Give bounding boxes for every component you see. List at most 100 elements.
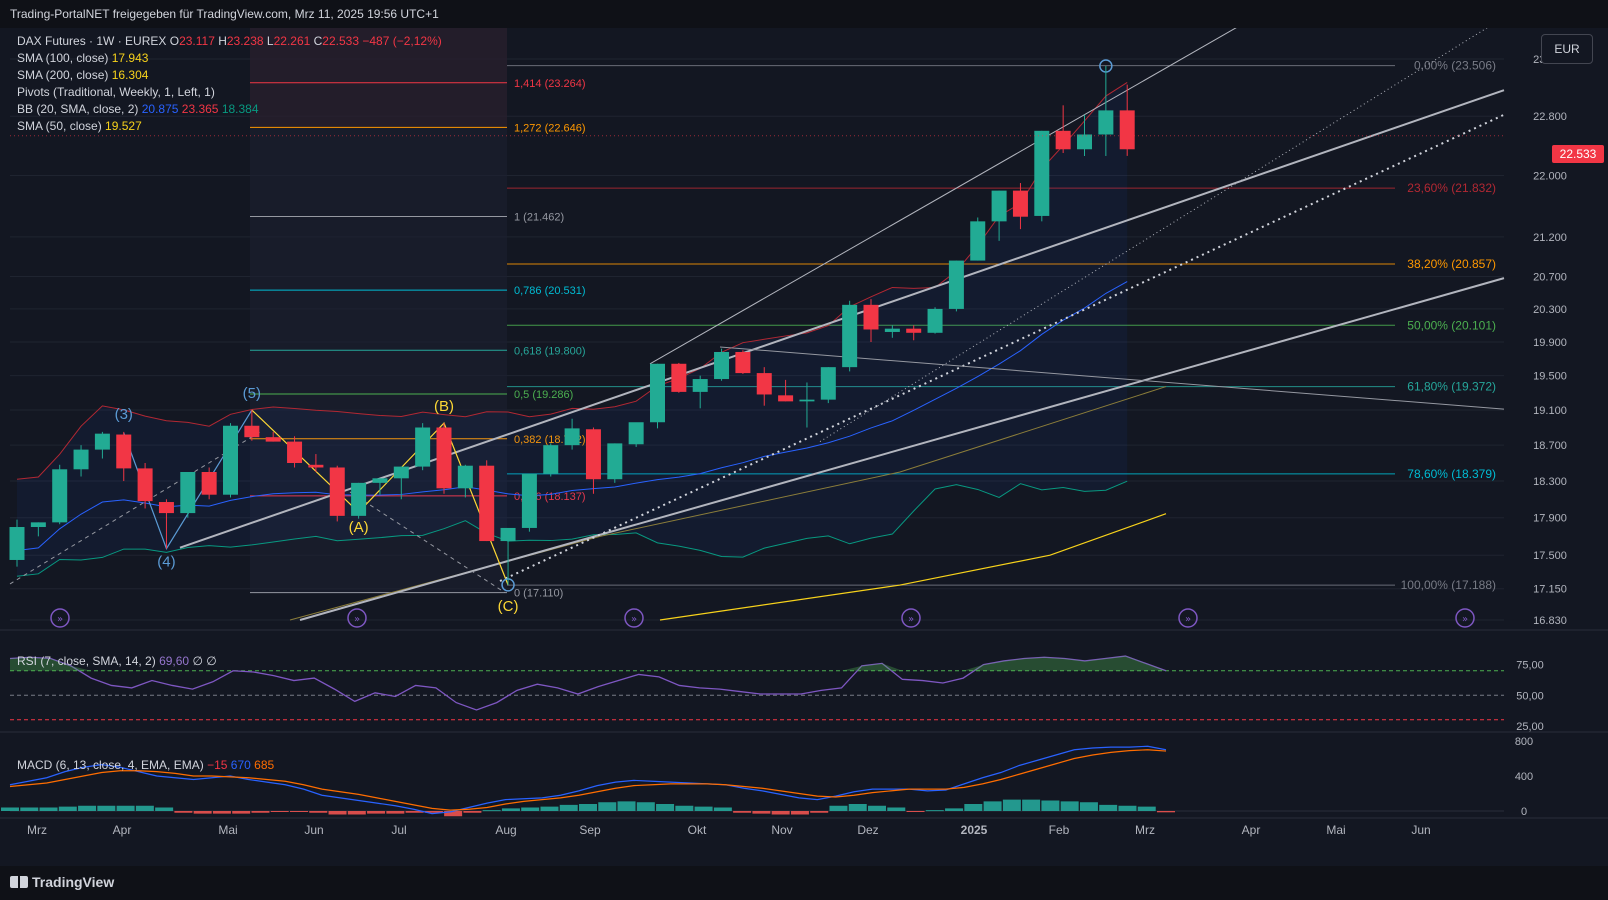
time-axis-label: Sep	[579, 823, 601, 837]
price-axis-label: 20.700	[1533, 272, 1567, 284]
price-axis-label: 17.900	[1533, 513, 1567, 525]
macd-histogram-bar	[598, 802, 617, 811]
macd-histogram-bar	[463, 811, 482, 813]
share-header: Trading-PortalNET freigegeben für Tradin…	[0, 0, 1608, 28]
event-marker-glyph: »	[57, 614, 63, 625]
price-axis-label: 17.500	[1533, 550, 1567, 562]
candle-body	[970, 221, 986, 261]
candle-body	[778, 395, 794, 402]
macd-line	[9, 745, 1167, 815]
event-marker-icon	[1178, 608, 1198, 628]
price-axis-label: 17.150	[1533, 584, 1567, 596]
candle-body	[906, 328, 922, 333]
time-axis-label: Okt	[688, 823, 707, 837]
candle-body	[180, 471, 196, 514]
tradingview-logo[interactable]: TradingView	[10, 874, 114, 890]
event-marker-glyph: »	[1185, 614, 1191, 625]
bb-lower-value: 18.384	[221, 102, 259, 116]
trendline-lower	[299, 277, 1505, 621]
macd-histogram-bar	[521, 807, 540, 811]
candle-body	[585, 429, 601, 480]
ohlc-value-h: 23.238	[226, 34, 264, 48]
rsi-axis-label: 25,00	[1516, 721, 1544, 733]
ohlc-key-c: C	[310, 34, 323, 48]
candle-body	[52, 469, 68, 523]
fib-retracement-label: 78,60% (18.379)	[1407, 467, 1496, 481]
sma50-label: SMA (50, close)	[17, 119, 102, 133]
candle-body	[351, 482, 367, 516]
sma50-row[interactable]: SMA (50, close) 19.527	[17, 118, 442, 135]
chart-canvas[interactable]: 1,618 (24.152)1,414 (23.264)1,272 (22.64…	[0, 28, 1608, 866]
macd-histogram-bar	[964, 804, 983, 811]
sma100-value: 17.943	[111, 51, 149, 65]
bb-row[interactable]: BB (20, SMA, close, 2) 20.875 23.365 18.…	[17, 101, 442, 118]
macd-histogram-bar	[405, 811, 424, 813]
event-marker-glyph: »	[631, 614, 637, 625]
time-axis-label: Jun	[304, 823, 323, 837]
macd-legend[interactable]: MACD (6, 13, close, 4, EMA, EMA) −15 670…	[17, 758, 274, 772]
candle-body	[607, 443, 623, 480]
ohlc-value-o: 23.117	[179, 34, 215, 48]
event-marker-glyph: »	[1462, 614, 1468, 625]
candle-body	[1055, 130, 1071, 150]
sma200-row[interactable]: SMA (200, close) 16.304	[17, 67, 442, 84]
macd-histogram-bar	[97, 805, 116, 811]
sma100-row[interactable]: SMA (100, close) 17.943	[17, 50, 442, 67]
footer-bar: TradingView	[0, 866, 1608, 900]
price-axis-label: 18.300	[1533, 476, 1567, 488]
macd-axis-label: 0	[1521, 806, 1527, 818]
macd-histogram-bar	[945, 808, 964, 811]
macd-histogram-bar	[733, 811, 752, 813]
macd-histogram-bar	[20, 807, 39, 811]
candle-body	[94, 433, 110, 450]
macd-histogram-bar	[1079, 802, 1098, 811]
macd-histogram-bar	[694, 806, 713, 811]
macd-histogram-bar	[848, 804, 867, 811]
time-axis-label: Mrz	[1135, 823, 1155, 837]
candle-body	[116, 434, 132, 469]
macd-histogram-bar	[868, 805, 886, 811]
rsi-axis-label: 75,00	[1516, 660, 1544, 672]
macd-histogram-bar	[675, 805, 694, 811]
candle-body	[201, 471, 217, 495]
price-axis-label: 18.700	[1533, 440, 1567, 452]
price-axis-label: 16.830	[1533, 615, 1567, 627]
candle-body	[521, 473, 537, 528]
fib-retracement-label: 23,60% (21.832)	[1407, 181, 1496, 195]
candle-body	[1034, 130, 1050, 216]
trendline-dotted	[499, 113, 1505, 582]
candle-body	[158, 502, 174, 514]
fib-extension-label: 1,272 (22.646)	[514, 122, 586, 134]
price-axis-label: 21.200	[1533, 232, 1567, 244]
macd-histogram-bar	[328, 811, 347, 815]
symbol-name[interactable]: DAX Futures · 1W · EUREX	[17, 34, 167, 48]
candle-body	[372, 478, 388, 483]
rsi-value: 69,60	[159, 654, 190, 668]
macd-histogram-bar	[636, 802, 655, 811]
candle-body	[73, 449, 89, 470]
price-axis-label: 22.000	[1533, 170, 1567, 182]
ohlc-key-o: O	[169, 34, 180, 48]
pivots-row[interactable]: Pivots (Traditional, Weekly, 1, Left, 1)	[17, 84, 442, 101]
candle-body	[564, 428, 580, 446]
fib-extension-zone	[250, 28, 507, 593]
rsi-line	[9, 655, 1167, 711]
tradingview-logo-icon	[10, 876, 28, 888]
candle-body	[436, 427, 452, 489]
currency-button[interactable]: EUR	[1541, 34, 1593, 64]
event-marker-icon	[50, 608, 70, 628]
macd-histogram-bar	[444, 811, 463, 817]
tradingview-brand-text: TradingView	[32, 874, 115, 890]
macd-histogram-bar	[270, 811, 289, 812]
price-axis-label: 19.900	[1533, 337, 1567, 349]
sma100-label: SMA (100, close)	[17, 51, 109, 65]
sma200-label: SMA (200, close)	[17, 68, 109, 82]
time-axis-label: Feb	[1049, 823, 1070, 837]
bollinger-lower-line	[16, 480, 1128, 577]
macd-histogram-bar	[251, 811, 270, 813]
candle-body	[628, 422, 644, 445]
channel-line-upper	[649, 28, 1237, 365]
candle-body	[692, 379, 708, 392]
candle-body	[1119, 110, 1135, 150]
rsi-legend[interactable]: RSI (7, close, SMA, 14, 2) 69,60 ∅ ∅	[17, 654, 217, 668]
